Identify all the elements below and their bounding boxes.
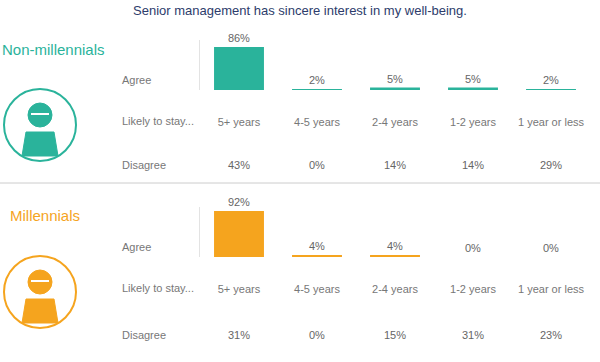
svg-text:14%: 14% — [384, 159, 406, 171]
svg-text:0%: 0% — [465, 242, 481, 254]
svg-text:Likely to stay...: Likely to stay... — [122, 115, 194, 127]
svg-text:0%: 0% — [309, 329, 325, 341]
svg-text:14%: 14% — [462, 159, 484, 171]
svg-text:Disagree: Disagree — [122, 329, 166, 341]
svg-text:86%: 86% — [228, 32, 250, 44]
svg-text:4%: 4% — [309, 240, 325, 252]
svg-text:1 year or less: 1 year or less — [518, 116, 585, 128]
svg-text:2-4 years: 2-4 years — [372, 116, 418, 128]
svg-text:0%: 0% — [309, 159, 325, 171]
svg-text:4%: 4% — [387, 240, 403, 252]
svg-text:15%: 15% — [384, 329, 406, 341]
svg-text:1-2 years: 1-2 years — [450, 116, 496, 128]
svg-text:Likely to stay...: Likely to stay... — [122, 282, 194, 294]
svg-text:Agree: Agree — [122, 241, 151, 253]
svg-text:Non-millennials: Non-millennials — [2, 41, 105, 58]
svg-text:92%: 92% — [228, 196, 250, 208]
svg-text:Millennials: Millennials — [10, 207, 80, 224]
svg-text:2%: 2% — [309, 74, 325, 86]
svg-text:Agree: Agree — [122, 74, 151, 86]
svg-text:43%: 43% — [228, 159, 250, 171]
svg-text:29%: 29% — [540, 159, 562, 171]
svg-text:4-5 years: 4-5 years — [294, 116, 340, 128]
svg-text:Senior management has sincere: Senior management has sincere interest i… — [133, 3, 467, 18]
svg-text:2%: 2% — [543, 74, 559, 86]
svg-text:5+ years: 5+ years — [218, 283, 261, 295]
svg-text:2-4 years: 2-4 years — [372, 283, 418, 295]
svg-text:5%: 5% — [387, 73, 403, 85]
svg-text:5+ years: 5+ years — [218, 116, 261, 128]
svg-text:1-2 years: 1-2 years — [450, 283, 496, 295]
svg-text:23%: 23% — [540, 329, 562, 341]
svg-text:4-5 years: 4-5 years — [294, 283, 340, 295]
svg-text:31%: 31% — [462, 329, 484, 341]
svg-text:0%: 0% — [543, 242, 559, 254]
svg-text:Disagree: Disagree — [122, 159, 166, 171]
svg-text:1 year or less: 1 year or less — [518, 283, 585, 295]
svg-text:5%: 5% — [465, 73, 481, 85]
svg-text:31%: 31% — [228, 329, 250, 341]
